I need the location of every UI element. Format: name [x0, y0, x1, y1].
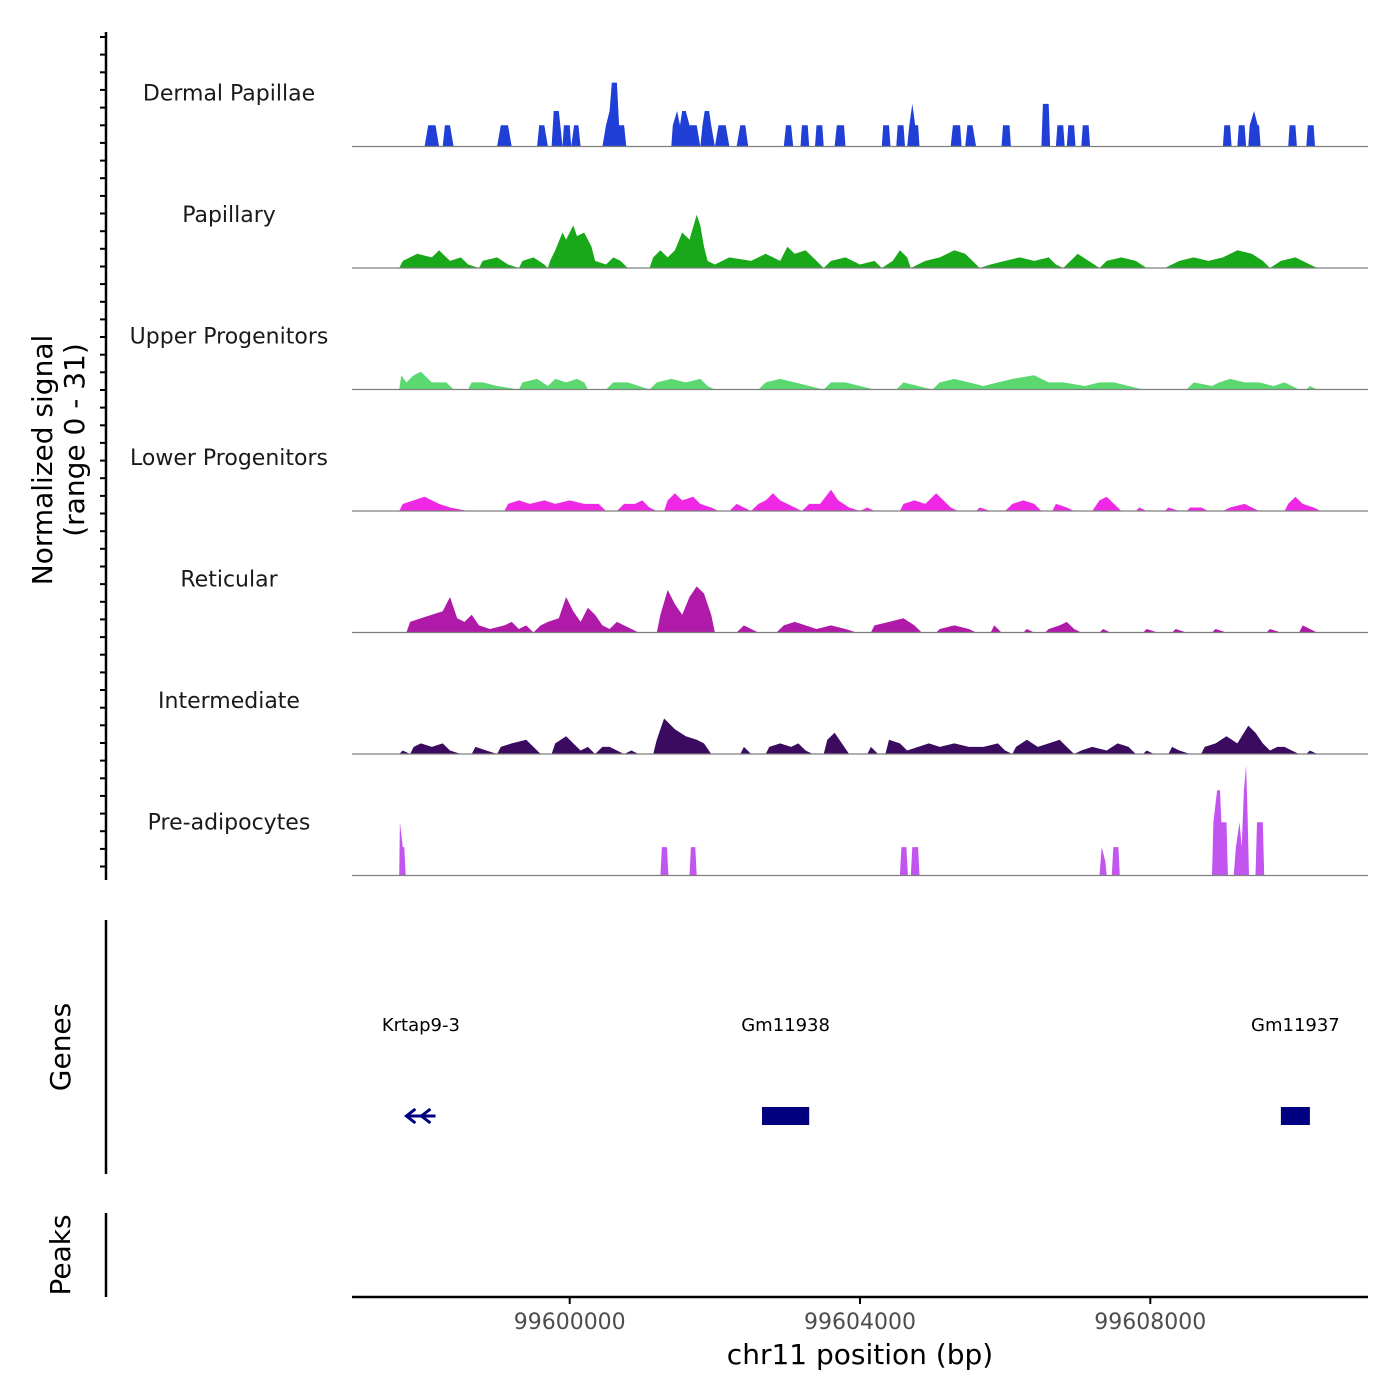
coverage-y-ticks	[100, 36, 106, 868]
coverage-area-lower-progenitors	[352, 489, 1368, 511]
coverage-area-dermal-papillae	[352, 82, 1368, 147]
y-axis-title-line1: Normalized signal	[26, 335, 59, 586]
x-tick-label: 99604000	[804, 1310, 916, 1335]
gene-label: Krtap9-3	[382, 1015, 460, 1036]
coverage-area-intermediate	[352, 718, 1368, 754]
genes-axis-label: Genes	[44, 1003, 77, 1091]
strand-arrow-icon	[418, 1107, 432, 1125]
gene-exon-block	[762, 1107, 810, 1125]
x-axis-title: chr11 position (bp)	[727, 1338, 993, 1371]
coverage-area-papillary	[352, 214, 1368, 268]
track-dermal-papillae: Dermal Papillae	[143, 82, 1368, 148]
track-intermediate: Intermediate	[158, 689, 1368, 755]
peaks-axis-label: Peaks	[44, 1214, 77, 1295]
track-label-reticular: Reticular	[180, 568, 278, 593]
track-label-papillary: Papillary	[182, 203, 276, 228]
gene-gm11938: Gm11938	[741, 1015, 830, 1125]
track-label-intermediate: Intermediate	[158, 689, 300, 714]
track-label-upper-progenitors: Upper Progenitors	[130, 325, 329, 350]
coverage-area-pre-adipocytes	[352, 765, 1368, 876]
genes-track: Krtap9-3 Gm11938 Gm11937	[382, 1015, 1340, 1125]
strand-arrow-icon	[403, 1107, 417, 1125]
gene-label: Gm11938	[741, 1015, 830, 1036]
track-reticular: Reticular	[180, 568, 1368, 634]
coverage-area-reticular	[352, 586, 1368, 633]
y-axis-title-line2: (range 0 - 31)	[58, 343, 91, 537]
track-label-lower-progenitors: Lower Progenitors	[130, 446, 328, 471]
track-pre-adipocytes: Pre-adipocytes	[148, 765, 1368, 877]
x-axis-ticks: 99600000 99604000 99608000	[514, 1297, 1206, 1335]
coverage-tracks: Dermal Papillae Papillary Upper Progenitor…	[130, 82, 1368, 877]
gene-label: Gm11937	[1251, 1015, 1340, 1036]
track-label-dermal-papillae: Dermal Papillae	[143, 82, 315, 107]
x-tick-label: 99608000	[1094, 1310, 1206, 1335]
track-lower-progenitors: Lower Progenitors	[130, 446, 1368, 512]
gene-exon-block	[1280, 1107, 1310, 1125]
track-label-pre-adipocytes: Pre-adipocytes	[148, 811, 311, 836]
gene-krtap9-3: Krtap9-3	[382, 1015, 460, 1125]
track-upper-progenitors: Upper Progenitors	[130, 325, 1368, 391]
coverage-area-upper-progenitors	[352, 371, 1368, 390]
gene-gm11937: Gm11937	[1251, 1015, 1340, 1125]
track-papillary: Papillary	[182, 203, 1368, 269]
x-tick-label: 99600000	[514, 1310, 626, 1335]
